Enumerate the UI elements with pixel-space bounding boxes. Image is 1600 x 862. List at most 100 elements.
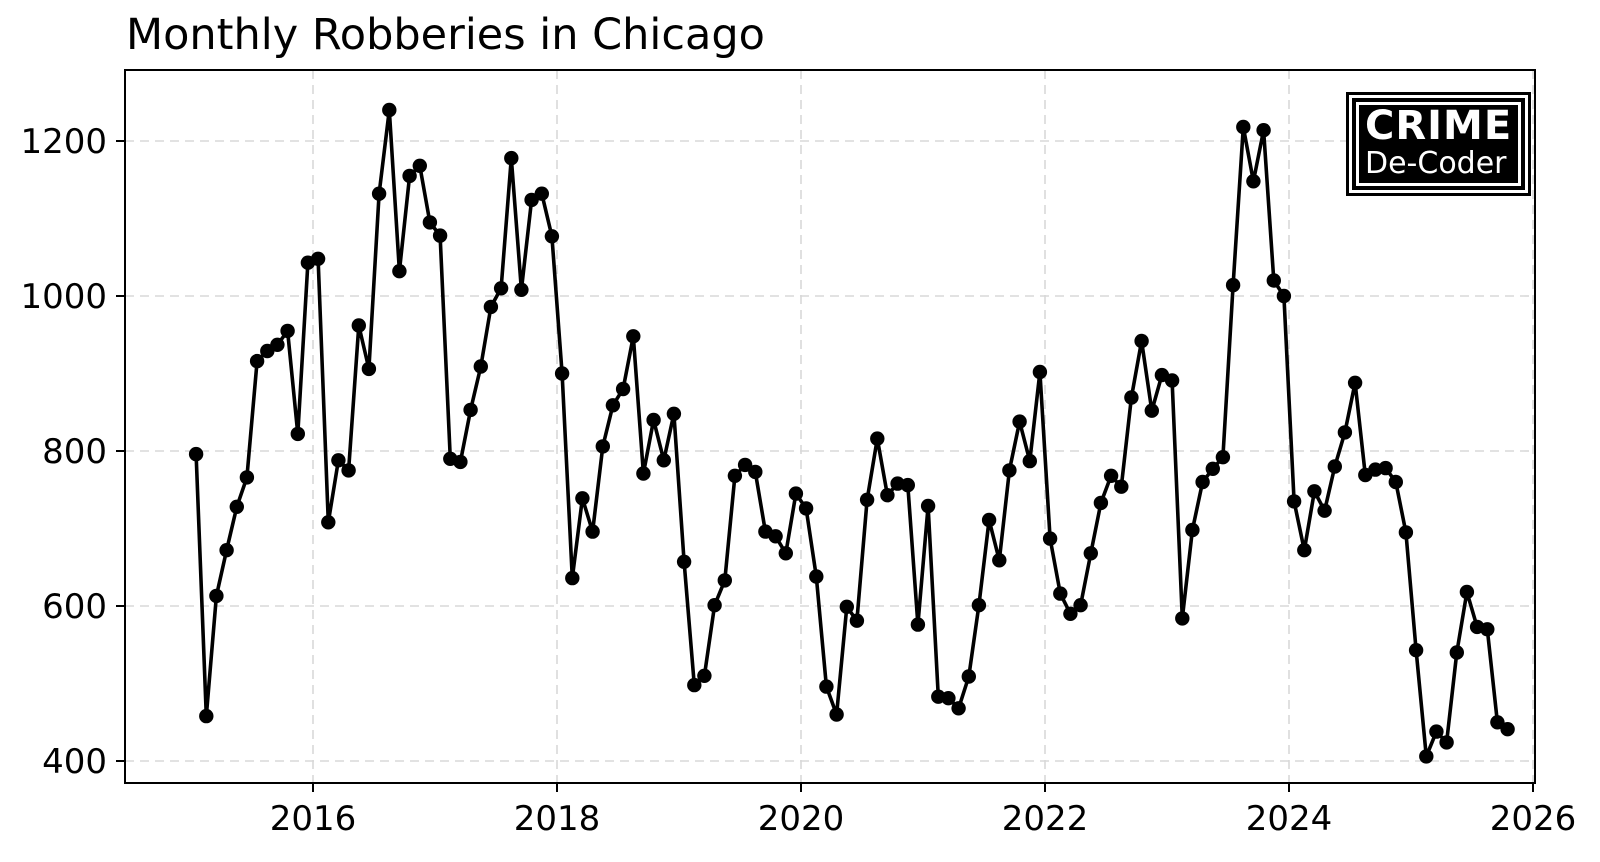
data-point-marker	[453, 454, 468, 470]
data-point-marker	[1337, 425, 1353, 440]
data-point-marker	[412, 158, 427, 173]
data-point-marker	[575, 491, 590, 506]
crime-decoder-logo-inner: CRIME De-Coder	[1352, 98, 1526, 190]
x-tick-label: 2024	[1246, 799, 1333, 839]
y-tick-label: 400	[42, 742, 107, 782]
x-tick-label: 2018	[514, 799, 601, 839]
data-point-marker	[1459, 584, 1475, 600]
data-point-marker	[270, 337, 285, 352]
data-point-marker	[981, 512, 997, 528]
data-point-marker	[656, 453, 671, 468]
data-point-marker	[392, 264, 407, 279]
data-point-marker	[554, 366, 570, 381]
data-point-marker	[1449, 645, 1465, 660]
data-point-marker	[941, 691, 956, 706]
data-point-marker	[188, 446, 204, 462]
data-point-marker	[819, 679, 834, 694]
data-point-marker	[707, 598, 722, 613]
data-point-marker	[1500, 722, 1515, 737]
data-point-marker	[971, 598, 987, 613]
data-point-marker	[646, 412, 661, 428]
y-tick-label: 600	[42, 587, 107, 627]
data-point-marker	[880, 488, 895, 503]
data-point-marker	[1195, 474, 1210, 490]
data-point-marker	[1103, 468, 1119, 483]
data-point-marker	[402, 168, 417, 184]
data-point-marker	[1327, 459, 1343, 474]
data-point-marker	[199, 708, 214, 724]
data-point-marker	[1276, 288, 1292, 304]
data-point-marker	[463, 402, 478, 418]
data-point-marker	[1124, 390, 1139, 405]
data-point-marker	[1439, 735, 1454, 750]
logo-text-decoder: De-Coder	[1365, 146, 1507, 181]
data-point-marker	[870, 431, 885, 446]
data-point-marker	[1022, 453, 1037, 469]
data-point-marker	[839, 599, 854, 614]
data-point-marker	[361, 361, 377, 377]
data-point-marker	[209, 588, 224, 604]
data-point-marker	[1286, 494, 1302, 509]
data-point-marker	[1256, 123, 1271, 138]
data-point-marker	[1297, 543, 1312, 558]
data-point-marker	[920, 498, 936, 514]
data-point-marker	[483, 299, 499, 315]
data-point-marker	[666, 406, 682, 421]
chart-title: Monthly Robberies in Chicago	[126, 10, 765, 60]
data-point-marker	[1083, 546, 1099, 561]
data-point-marker	[1002, 463, 1017, 478]
data-point-marker	[829, 707, 844, 722]
data-point-marker	[1205, 461, 1221, 476]
data-point-marker	[1012, 414, 1027, 429]
data-point-marker	[514, 282, 529, 297]
data-point-marker	[1063, 606, 1078, 621]
data-point-marker	[859, 492, 875, 507]
data-point-marker	[910, 617, 926, 632]
data-point-marker	[900, 477, 915, 493]
data-point-marker	[249, 353, 265, 369]
data-point-marker	[229, 499, 244, 514]
data-point-marker	[1093, 495, 1109, 511]
x-tick-label: 2016	[270, 799, 357, 839]
data-point-marker	[565, 570, 580, 586]
data-point-marker	[1347, 375, 1363, 390]
data-point-marker	[1307, 484, 1322, 499]
data-point-marker	[504, 150, 519, 166]
data-point-marker	[636, 466, 651, 481]
x-tick-label: 2026	[1490, 799, 1577, 839]
data-point-marker	[239, 470, 255, 485]
data-point-marker	[1480, 622, 1495, 637]
logo-text-crime: CRIME	[1365, 103, 1513, 149]
data-point-marker	[687, 677, 702, 693]
data-point-marker	[615, 381, 631, 397]
data-point-marker	[1073, 598, 1088, 613]
data-point-marker	[1378, 460, 1393, 476]
data-point-marker	[1144, 403, 1160, 418]
data-point-marker	[798, 501, 814, 516]
data-line	[194, 108, 1510, 759]
data-point-marker	[321, 515, 336, 530]
data-point-marker	[493, 281, 509, 296]
data-point-marker	[1246, 174, 1261, 189]
data-point-marker	[697, 668, 712, 683]
data-point-marker	[768, 529, 783, 544]
y-tick-label: 1200	[20, 122, 107, 162]
data-point-marker	[849, 613, 865, 628]
data-point-marker	[290, 426, 305, 442]
data-point-marker	[1225, 277, 1241, 293]
data-point-marker	[992, 553, 1007, 568]
data-point-marker	[1317, 503, 1332, 518]
data-point-marker	[1053, 586, 1068, 601]
data-point-marker	[1032, 364, 1048, 380]
axes-spines	[124, 69, 1536, 784]
data-point-marker	[1042, 531, 1058, 546]
data-point-marker	[351, 318, 366, 333]
data-point-marker	[1236, 119, 1251, 135]
data-point-marker	[961, 669, 976, 684]
data-point-marker	[1266, 273, 1282, 288]
data-point-marker	[1388, 474, 1404, 490]
data-point-marker	[534, 186, 549, 201]
data-point-marker	[595, 439, 610, 454]
data-point-marker	[809, 569, 824, 584]
